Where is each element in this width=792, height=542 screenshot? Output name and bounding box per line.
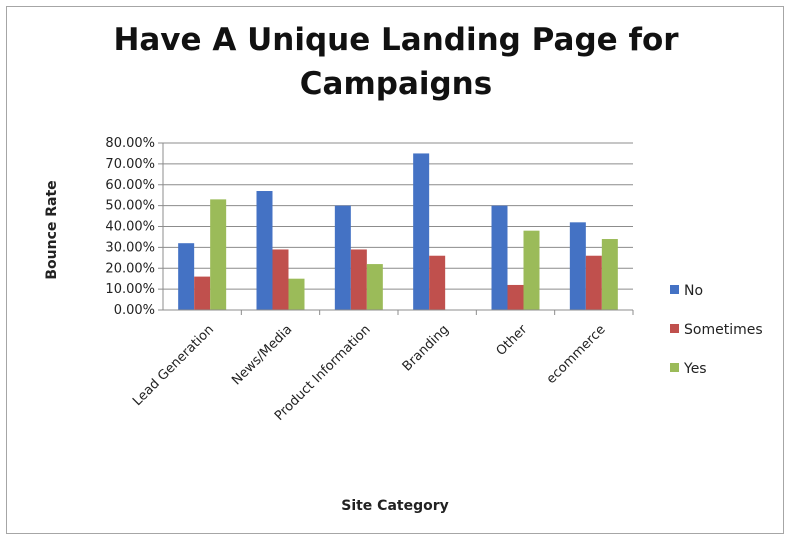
legend-label-sometimes: Sometimes [684,322,763,338]
bar-no-0 [178,243,195,310]
chart-title-line-1: Have A Unique Landing Page for [113,22,679,58]
x-category-label: ecommerce [544,322,609,387]
y-tick-label: 70.00% [105,157,155,172]
bar-no-1 [256,191,273,310]
chart-frame [6,6,784,534]
bar-no-5 [569,222,586,310]
bar-sometimes-5 [585,255,602,310]
bar-sometimes-2 [350,249,367,310]
legend-label-yes: Yes [683,361,707,377]
bar-sometimes-0 [194,276,211,310]
bar-sometimes-3 [429,255,446,310]
y-tick-label: 30.00% [105,240,155,255]
chart-title: Have A Unique Landing Page for Campaigns [0,18,792,106]
legend-label-no: No [684,283,703,299]
chart-title-line-2: Campaigns [299,66,493,102]
x-category-label: Branding [400,322,452,374]
x-category-label: Lead Generation [130,322,217,409]
bar-sometimes-1 [272,249,289,310]
y-tick-label: 20.00% [105,261,155,276]
y-tick-label: 10.00% [105,282,155,297]
legend-swatch-no [670,285,679,294]
bar-no-3 [413,153,430,310]
x-axis-label: Site Category [341,498,449,514]
y-tick-label: 0.00% [114,303,155,318]
y-tick-label: 50.00% [105,199,155,214]
y-tick-label: 60.00% [105,178,155,193]
gridlines [158,142,633,311]
y-tick-label: 40.00% [105,220,155,235]
bar-yes-1 [288,278,305,310]
y-tick-labels: 0.00% 10.00% 20.00% 30.00% 40.00% 50.00% 60.00… [105,136,155,318]
bar-yes-5 [601,239,618,310]
bar-yes-4 [523,230,540,310]
bar-yes-2 [366,264,383,310]
legend-swatch-sometimes [670,324,679,333]
legend: No Sometimes Yes [670,283,763,377]
bar-sometimes-4 [507,284,524,310]
bar-no-2 [334,205,351,310]
x-category-label: Other [494,322,531,359]
bar-yes-0 [210,199,227,310]
bars [178,153,618,310]
bar-no-4 [491,205,508,310]
y-tick-label: 80.00% [105,136,155,151]
legend-swatch-yes [670,363,679,372]
axes [162,143,634,315]
x-category-label: News/Media [229,322,295,388]
y-axis-label: Bounce Rate [44,180,60,279]
